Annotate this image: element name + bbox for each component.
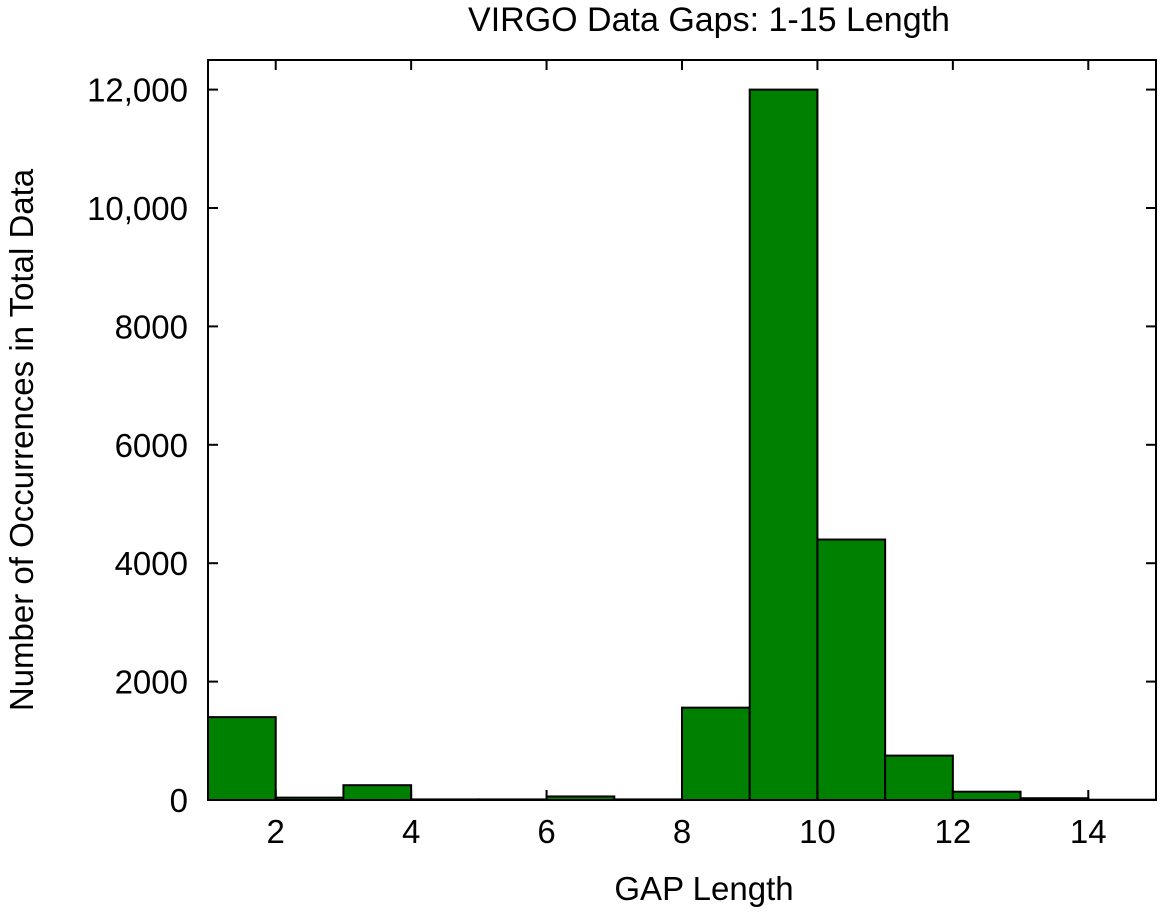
y-tick-label: 12,000 <box>87 72 188 109</box>
x-tick-label: 12 <box>934 813 971 850</box>
x-tick-label: 4 <box>402 813 420 850</box>
y-tick-label: 2000 <box>115 664 188 701</box>
bar-12-13 <box>951 790 1022 801</box>
plot-frame <box>207 59 1157 801</box>
x-axis-label: GAP Length <box>614 870 793 907</box>
x-tick-label: 14 <box>1070 813 1107 850</box>
y-axis-ticks: 0 2000 4000 6000 8000 10,000 12,000 <box>87 72 1156 819</box>
x-tick-label: 2 <box>267 813 285 850</box>
x-axis-ticks: 2 4 6 8 10 12 14 <box>267 60 1107 850</box>
bar-9-10 <box>748 88 819 802</box>
y-tick-label: 6000 <box>115 427 188 464</box>
y-tick-label: 4000 <box>115 545 188 582</box>
bar-10-11 <box>816 538 887 802</box>
y-tick-label: 0 <box>170 782 188 819</box>
bar-3-4 <box>342 784 413 802</box>
y-tick-label: 10,000 <box>87 190 188 227</box>
bar-11-12 <box>884 754 954 801</box>
y-tick-label: 8000 <box>115 308 188 345</box>
bars-group <box>207 88 1158 802</box>
x-tick-label: 10 <box>799 813 836 850</box>
bar-1-2 <box>207 716 277 801</box>
x-tick-label: 8 <box>673 813 691 850</box>
y-axis-label: Number of Occurrences in Total Data <box>3 168 40 711</box>
chart-title: VIRGO Data Gaps: 1-15 Length <box>468 1 950 39</box>
bar-8-9 <box>681 706 751 802</box>
x-tick-label: 6 <box>537 813 555 850</box>
